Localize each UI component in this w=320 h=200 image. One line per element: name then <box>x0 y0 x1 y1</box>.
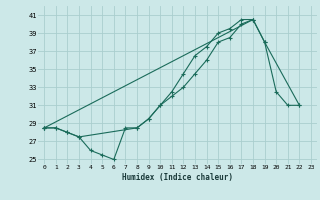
X-axis label: Humidex (Indice chaleur): Humidex (Indice chaleur) <box>122 173 233 182</box>
